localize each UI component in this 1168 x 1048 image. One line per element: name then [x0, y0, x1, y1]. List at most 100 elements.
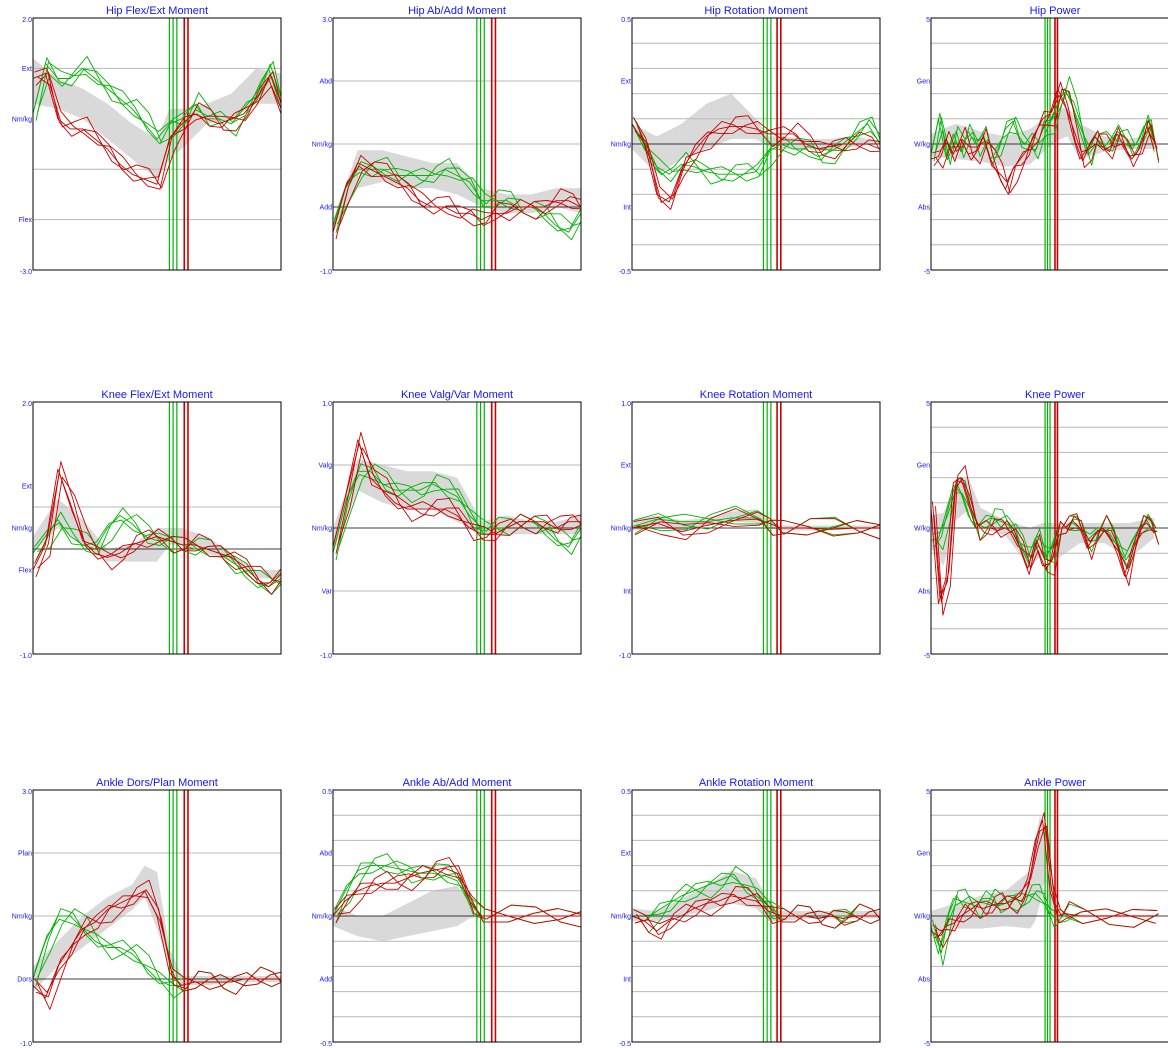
left-trial-line-0-1 — [34, 57, 281, 132]
left-trial-line-0-3 — [337, 463, 581, 552]
right-trial-line-0-2 — [335, 431, 581, 554]
y-label-gen: Gen — [917, 463, 930, 470]
right-trial-line-0-1 — [633, 892, 880, 935]
y-tick-bottom: -1.0 — [20, 1041, 32, 1048]
right-trial-line-0-3 — [935, 465, 1160, 616]
plot-content — [33, 402, 281, 654]
y-label-add: Add — [320, 205, 333, 212]
y-label-flex: Flex — [19, 217, 33, 224]
right-trial-line-0-0 — [33, 72, 281, 185]
y-tick-top: 3.0 — [322, 17, 332, 24]
y-label-nm-kg: Nm/kg — [12, 914, 32, 921]
y-tick-top: 3.0 — [22, 789, 32, 796]
left-trial-line-0-2 — [634, 130, 880, 182]
y-label-abs: Abs — [918, 205, 931, 212]
left-trial-line-0-1 — [633, 880, 880, 924]
plot-content — [333, 18, 581, 270]
right-trial-line-0-2 — [634, 892, 880, 925]
right-trial-line-0-1 — [932, 94, 1157, 183]
y-label-valg: Valg — [319, 463, 333, 470]
right-trial-line-0-3 — [37, 476, 281, 583]
left-trial-line-0-1 — [633, 510, 880, 536]
left-trial-line-0-1 — [34, 519, 281, 589]
y-label-int: Int — [623, 589, 631, 596]
y-label-nm-kg: Nm/kg — [611, 526, 631, 533]
chart-title: Hip Power — [1030, 5, 1081, 17]
chart-title: Hip Ab/Add Moment — [408, 5, 506, 17]
plot-frame — [332, 789, 582, 1043]
right-trial-line-0-3 — [935, 825, 1159, 949]
right-trial-line-0-1 — [34, 472, 281, 584]
left-trial-line-0-2 — [35, 61, 281, 145]
plot-content — [33, 790, 281, 1042]
y-tick-bottom: -5 — [924, 653, 930, 660]
y-label-nm-kg: Nm/kg — [312, 142, 332, 149]
y-tick-bottom: -3.0 — [20, 269, 32, 276]
left-trial-line-0-3 — [636, 865, 880, 934]
y-label-nm-kg: Nm/kg — [312, 914, 332, 921]
plot-frame — [332, 401, 582, 655]
chart-knee-rotation-moment: Knee Rotation Moment 1.0 -1.0 Ext Nm/kg Int — [611, 389, 881, 660]
chart-ankle-dors-plan-moment: Ankle Dors/Plan Moment 3.0 -1.0 Plan Nm/kg Do… — [12, 777, 282, 1048]
y-tick-bottom: -1.0 — [20, 653, 32, 660]
left-trial-line-0-1 — [932, 93, 1157, 167]
plot-frame — [332, 17, 582, 271]
plot-content — [931, 790, 1168, 1042]
right-trial-line-0-3 — [636, 508, 880, 541]
right-trial-line-0-2 — [933, 81, 1158, 195]
y-tick-bottom: -0.5 — [320, 1041, 332, 1048]
chart-title: Knee Flex/Ext Moment — [101, 389, 212, 401]
left-trial-line-0-2 — [933, 481, 1158, 560]
chart-title: Knee Valg/Var Moment — [401, 389, 513, 401]
chart-title: Ankle Rotation Moment — [699, 777, 813, 789]
normal-range-band — [333, 885, 482, 942]
y-label-ext: Ext — [621, 851, 631, 858]
chart-title: Hip Rotation Moment — [704, 5, 807, 17]
y-label-nm-kg: Nm/kg — [12, 116, 32, 123]
y-label-w-kg: W/kg — [914, 914, 930, 921]
y-label-ext: Ext — [621, 463, 631, 470]
right-trial-line-0-0 — [333, 162, 581, 233]
right-trial-line-0-1 — [334, 865, 581, 923]
y-label-nm-kg: Nm/kg — [312, 526, 332, 533]
plot-content — [931, 18, 1168, 270]
right-trial-line-0-3 — [37, 71, 281, 189]
right-trial-line-0-0 — [333, 867, 581, 917]
plot-content — [632, 790, 880, 1042]
y-label-ext: Ext — [22, 66, 32, 73]
normal-range-band — [931, 106, 1155, 167]
left-trial-line-0-0 — [333, 168, 581, 233]
right-trial-line-0-2 — [35, 461, 281, 595]
y-tick-top: 0.5 — [621, 789, 631, 796]
left-trial-line-0-2 — [335, 161, 581, 241]
normal-range-band — [333, 458, 581, 554]
plot-frame — [32, 789, 282, 1043]
chart-title: Hip Flex/Ext Moment — [106, 5, 208, 17]
y-label-add: Add — [320, 977, 333, 984]
plot-content — [33, 18, 281, 270]
y-label-abs: Abs — [918, 589, 931, 596]
normal-range-band — [33, 865, 281, 992]
left-trial-line-0-0 — [333, 470, 581, 554]
right-trial-line-0-2 — [933, 823, 1158, 939]
right-trial-line-0-2 — [634, 519, 880, 537]
y-label-ext: Ext — [621, 79, 631, 86]
y-label-w-kg: W/kg — [914, 526, 930, 533]
right-trial-line-0-0 — [632, 518, 880, 533]
y-label-var: Var — [322, 589, 333, 596]
right-trial-line-0-1 — [334, 442, 581, 541]
right-trial-line-0-2 — [933, 479, 1158, 603]
y-label-nm-kg: Nm/kg — [611, 142, 631, 149]
right-trial-line-0-2 — [35, 71, 281, 190]
right-trial-line-0-1 — [334, 165, 581, 226]
right-trial-line-0-3 — [337, 161, 581, 231]
right-trial-line-0-1 — [633, 511, 880, 536]
plot-frame — [32, 17, 282, 271]
plot-frame — [631, 401, 881, 655]
y-tick-top: 5 — [926, 789, 930, 796]
right-trial-line-0-3 — [37, 879, 281, 1010]
right-trial-line-0-3 — [636, 115, 880, 203]
plot-content — [632, 18, 880, 270]
y-tick-top: 2.0 — [22, 401, 32, 408]
plot-content — [931, 402, 1168, 654]
